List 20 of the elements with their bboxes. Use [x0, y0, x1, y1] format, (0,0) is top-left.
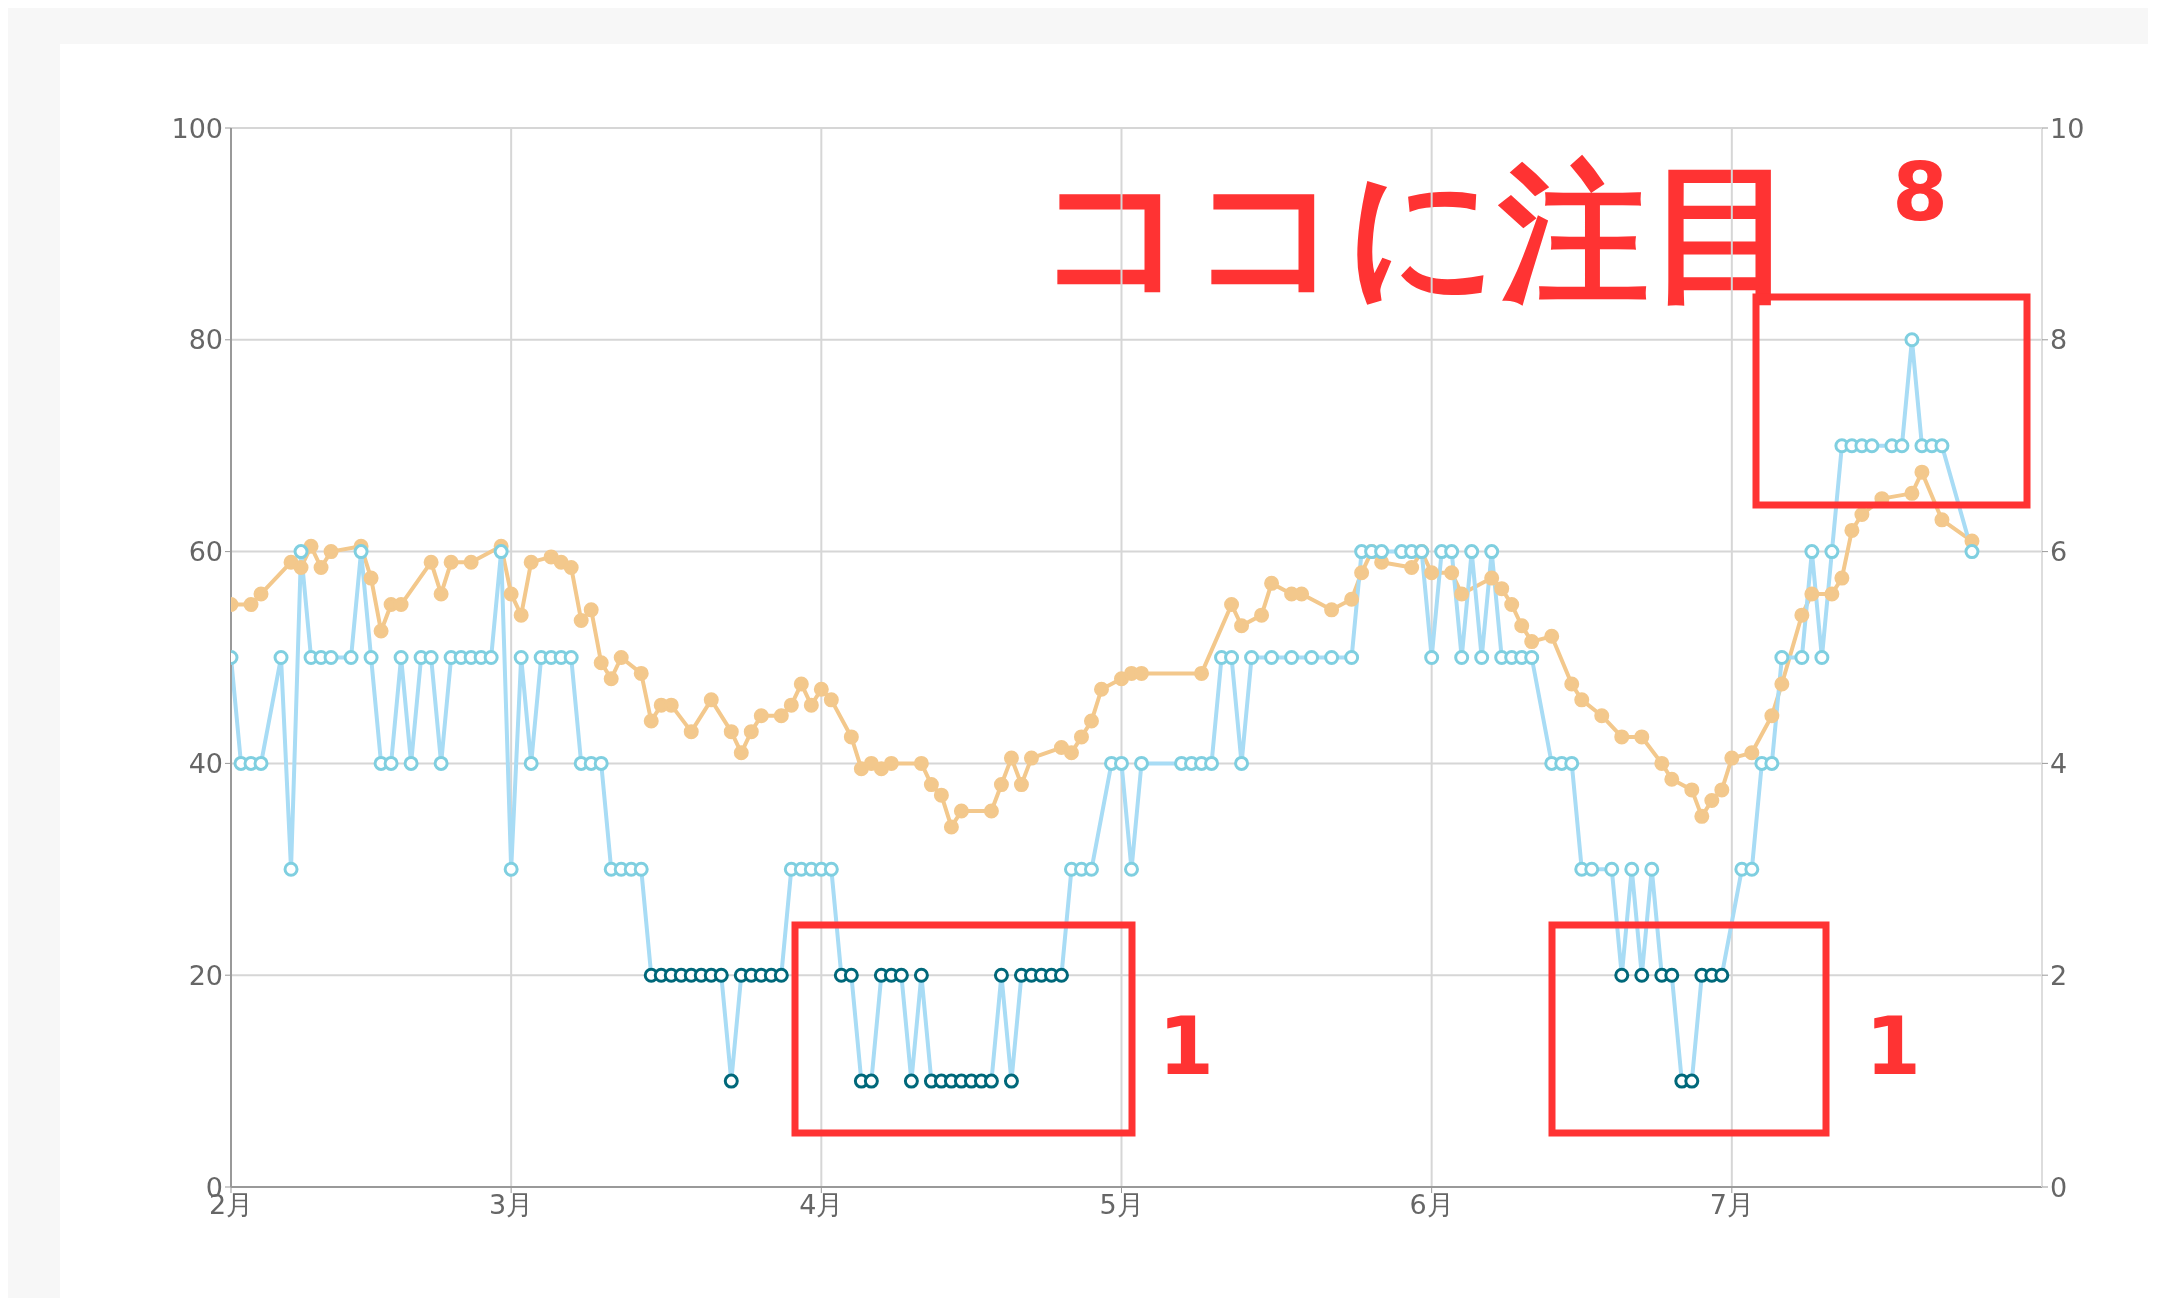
- y-tick-label: 40: [188, 747, 223, 779]
- x-tick-label: 4月: [799, 1189, 844, 1221]
- y-tick-label: 100: [171, 112, 223, 144]
- annotation: 1: [1865, 999, 1921, 1093]
- y-tick-label: 80: [188, 324, 223, 356]
- annotation: 1: [1158, 999, 1214, 1093]
- x-tick-label: 6月: [1409, 1189, 1454, 1221]
- annotation: ココに注目: [1037, 146, 1799, 321]
- y2-tick-label: 8: [2050, 324, 2068, 356]
- y2-tick-label: 6: [2050, 536, 2068, 568]
- x-tick-label: 5月: [1099, 1189, 1144, 1221]
- x-tick-label: 3月: [489, 1189, 534, 1221]
- annotation: 8: [1892, 145, 1948, 239]
- y2-tick-label: 0: [2050, 1171, 2068, 1203]
- y-tick-label: 60: [188, 536, 223, 568]
- y-tick-label: 20: [188, 959, 223, 991]
- y2-tick-label: 4: [2050, 747, 2068, 779]
- y2-tick-label: 2: [2050, 959, 2068, 991]
- y2-tick-label: 10: [2050, 112, 2085, 144]
- x-tick-label: 7月: [1709, 1189, 1754, 1221]
